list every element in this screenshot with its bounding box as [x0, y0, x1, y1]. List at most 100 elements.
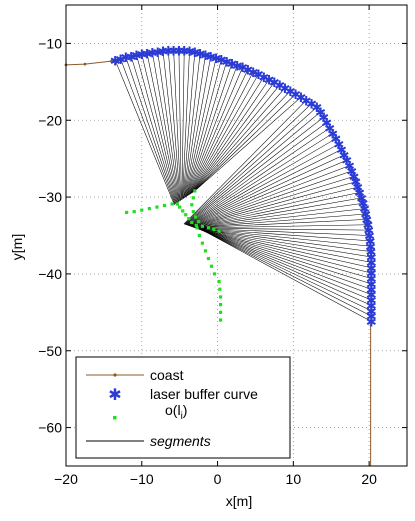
- laser-point: ✱: [365, 235, 376, 250]
- segment-line: [195, 224, 368, 229]
- laser-point: ✱: [285, 85, 296, 100]
- segment-line: [136, 54, 177, 204]
- segment-line: [189, 71, 254, 195]
- legend-coast-marker: [113, 373, 117, 377]
- o-li-point: [203, 249, 208, 253]
- segment-line: [192, 192, 360, 228]
- laser-point: ✱: [189, 46, 200, 61]
- segment-line: [191, 82, 275, 194]
- laser-point: ✱: [168, 44, 179, 59]
- coast-point: [113, 58, 117, 62]
- o-li-point: [181, 209, 185, 213]
- laser-point: ✱: [360, 208, 371, 223]
- laser-point: ✱: [336, 143, 347, 158]
- laser-point: ✱: [339, 149, 350, 164]
- segment-line: [120, 58, 176, 205]
- laser-point: ✱: [152, 46, 163, 61]
- segment-line: [191, 181, 356, 227]
- o-li-point: [125, 210, 129, 215]
- segment-line: [198, 228, 372, 258]
- segment-line: [186, 63, 233, 197]
- o-li-point: [218, 303, 223, 307]
- segment-line: [193, 93, 296, 192]
- laser-point: ✱: [333, 138, 344, 153]
- segment-line: [200, 229, 372, 279]
- o-li-point: [197, 220, 201, 224]
- o-li-point: [155, 205, 159, 209]
- segment-line: [168, 50, 181, 201]
- segments-layer: [115, 50, 372, 322]
- segment-line: [191, 186, 358, 228]
- segment-line: [141, 54, 178, 203]
- laser-point: ✱: [306, 98, 317, 113]
- segment-line: [188, 149, 342, 226]
- segment-line: [184, 103, 312, 225]
- segment-line: [183, 100, 307, 225]
- o-li-point: [178, 205, 182, 209]
- laser-point: ✱: [366, 251, 377, 266]
- laser-point: ✱: [349, 170, 360, 185]
- laser-point: ✱: [301, 94, 312, 109]
- segment-line: [202, 230, 372, 312]
- segment-line: [194, 219, 367, 229]
- segment-line: [188, 69, 249, 196]
- axis-ticks: −20 −10 0 10 20 −10 −20 −30 −40 −50 −60: [38, 5, 407, 487]
- o-li-point: [191, 210, 195, 214]
- legend-o-li-marker: [113, 416, 117, 420]
- segment-line: [203, 230, 372, 322]
- laser-point: ✱: [195, 47, 206, 62]
- laser-point: ✱: [120, 51, 131, 66]
- o-li-point: [200, 241, 204, 245]
- o-li-point: [193, 189, 197, 193]
- o-li-point: [184, 213, 188, 217]
- o-li-point: [218, 310, 223, 314]
- laser-point: ✱: [295, 91, 306, 106]
- laser-point: ✱: [366, 294, 377, 309]
- laser-point: ✱: [366, 310, 377, 325]
- laser-buffer-layer: ✱✱✱✱✱✱✱✱✱✱✱✱✱✱✱✱✱✱✱✱✱✱✱✱✱✱✱✱✱✱✱✱✱✱✱✱✱✱✱✱…: [110, 44, 377, 330]
- x-tick-label: 0: [214, 471, 222, 487]
- laser-point: ✱: [237, 61, 248, 76]
- segment-line: [196, 228, 371, 242]
- coast-point: [110, 59, 113, 63]
- laser-point: ✱: [158, 45, 169, 60]
- o-li-point: [190, 220, 194, 225]
- o-li-layer: [125, 189, 223, 322]
- legend-label-laser: laser buffer curve: [150, 386, 258, 402]
- laser-point: ✱: [184, 45, 195, 60]
- o-li-point: [140, 208, 144, 212]
- o-li-point: [162, 203, 167, 208]
- segment-line: [195, 227, 369, 231]
- segment-line: [193, 208, 365, 228]
- segment-line: [200, 229, 372, 285]
- laser-point: ✱: [311, 101, 322, 116]
- segment-line: [191, 79, 270, 194]
- x-tick-label: −10: [130, 471, 154, 487]
- x-axis-title: x[m]: [226, 493, 252, 509]
- laser-point: ✱: [363, 224, 374, 239]
- o-li-point: [147, 207, 151, 211]
- laser-point: ✱: [366, 256, 377, 271]
- legend-label-coast: coast: [150, 367, 184, 383]
- laser-point: ✱: [211, 52, 222, 67]
- segment-line: [185, 57, 217, 198]
- o-li-point: [194, 223, 198, 228]
- legend-label-o-li: o(li): [165, 402, 187, 422]
- coast-point: [83, 62, 87, 66]
- o-li-point: [217, 280, 221, 284]
- segment-line: [186, 61, 227, 197]
- laser-point: ✱: [163, 45, 174, 60]
- segment-line: [188, 67, 243, 196]
- laser-point: ✱: [366, 305, 377, 320]
- x-tick-label: −20: [54, 471, 78, 487]
- o-li-point: [197, 233, 201, 238]
- segment-line: [188, 143, 339, 226]
- laser-point: ✱: [324, 122, 335, 137]
- laser-point: ✱: [361, 213, 372, 228]
- laser-point: ✱: [227, 57, 238, 72]
- laser-point: ✱: [364, 230, 375, 245]
- o-li-point: [217, 229, 221, 233]
- segment-line: [196, 228, 370, 236]
- y-axis-title: y[m]: [9, 234, 25, 260]
- y-tick-label: −10: [38, 35, 62, 51]
